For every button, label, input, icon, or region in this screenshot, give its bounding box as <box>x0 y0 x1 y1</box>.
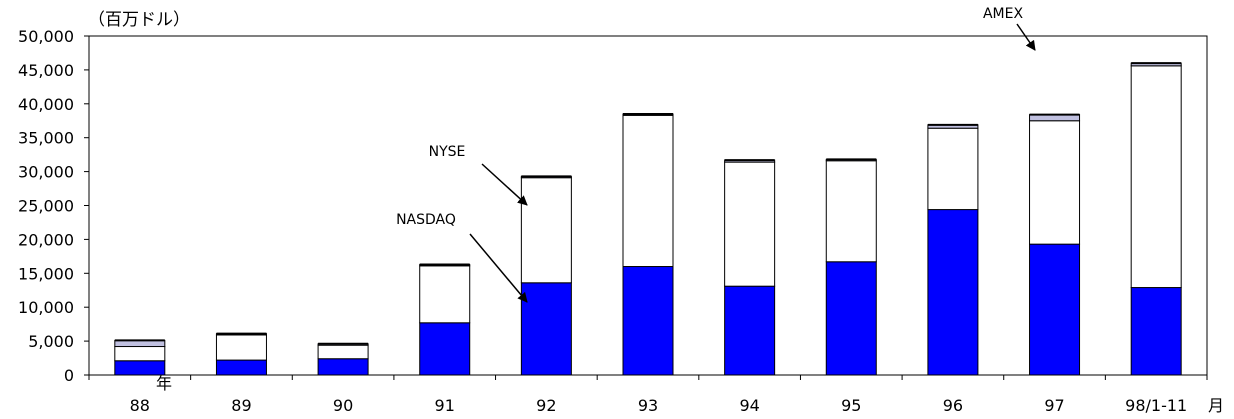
x-axis: 88 89 90 91 92 93 94 95 96 97 98/1-11 <box>88 375 1208 415</box>
bar-segment-nasdaq <box>114 360 166 376</box>
bar-segment-nasdaq <box>215 359 267 376</box>
bar-segment-nasdaq <box>419 322 471 376</box>
x-tick-label: 97 <box>1044 396 1064 415</box>
bar-segment-nasdaq <box>622 266 674 376</box>
bar-stack <box>419 263 471 376</box>
bar-segment-nasdaq <box>520 282 572 376</box>
x-tick-label: 95 <box>841 396 861 415</box>
bar-stack <box>622 112 674 376</box>
x-tick-label: 92 <box>536 396 556 415</box>
bar-segment-nasdaq <box>825 261 877 376</box>
y-tick-label: 30,000 <box>18 163 74 182</box>
x-tick-label: 98/1-11 <box>1125 396 1187 415</box>
bar-segment-nyse <box>520 177 572 284</box>
annotations-group: NYSE NASDAQ AMEX <box>396 6 1036 303</box>
x-tick-label: 91 <box>435 396 455 415</box>
x-tick-label: 89 <box>231 396 251 415</box>
bar-segment-nasdaq <box>1029 243 1081 376</box>
y-tick-label: 5,000 <box>28 332 74 351</box>
x-tick-label: 90 <box>333 396 353 415</box>
x-tick-label: 93 <box>638 396 658 415</box>
bar-stack <box>215 332 267 376</box>
annotation-arrow-amex <box>1016 23 1036 51</box>
y-tick-label: 40,000 <box>18 95 74 114</box>
y-tick-label: 20,000 <box>18 230 74 249</box>
annotation-arrow-nasdaq <box>469 233 528 303</box>
annotation-label-amex: AMEX <box>983 6 1024 22</box>
bar-segment-nyse <box>622 114 674 268</box>
bar-segment-nasdaq <box>317 358 369 376</box>
x-month-suffix: 月 <box>1208 396 1224 415</box>
bar-segment-nyse <box>114 346 166 362</box>
bar-stack <box>927 123 979 376</box>
bar-segment-nyse <box>317 344 369 360</box>
bar-segment-nyse <box>1130 65 1182 289</box>
bar-stack <box>317 342 369 376</box>
x-tick-label: 88 <box>130 396 150 415</box>
bar-stack <box>520 175 572 376</box>
y-axis: 0 5,000 10,000 15,000 20,000 25,000 30,000 35,0… <box>18 27 89 385</box>
y-tick-label: 15,000 <box>18 264 74 283</box>
bar-segment-nasdaq <box>927 209 979 376</box>
bar-segment-nyse <box>927 127 979 211</box>
bar-stack <box>724 159 776 376</box>
bar-stack <box>114 339 166 376</box>
bar-segment-nyse <box>825 160 877 263</box>
y-tick-label: 45,000 <box>18 61 74 80</box>
bar-segment-nasdaq <box>1130 287 1182 376</box>
unit-label: （百万ドル） <box>88 10 190 30</box>
annotation-arrow-nyse <box>481 163 528 206</box>
bar-segment-nasdaq <box>724 285 776 376</box>
bar-stack <box>1130 62 1182 376</box>
bar-segment-nyse <box>419 265 471 324</box>
bars-group <box>114 62 1182 376</box>
bar-segment-nyse <box>1029 120 1081 245</box>
x-year-suffix: 年 <box>156 374 172 393</box>
y-tick-label: 50,000 <box>18 27 74 46</box>
bar-segment-nyse <box>724 161 776 287</box>
annotation-label-nasdaq: NASDAQ <box>396 212 456 228</box>
annotation-label-nyse: NYSE <box>429 144 466 160</box>
x-tick-label: 94 <box>739 396 759 415</box>
y-tick-label: 10,000 <box>18 298 74 317</box>
bar-stack <box>825 158 877 376</box>
x-tick-label: 96 <box>943 396 963 415</box>
bar-segment-nyse <box>215 334 267 361</box>
y-tick-label: 0 <box>64 366 74 385</box>
bar-stack <box>1029 113 1081 376</box>
y-tick-label: 35,000 <box>18 129 74 148</box>
y-tick-label: 25,000 <box>18 197 74 216</box>
